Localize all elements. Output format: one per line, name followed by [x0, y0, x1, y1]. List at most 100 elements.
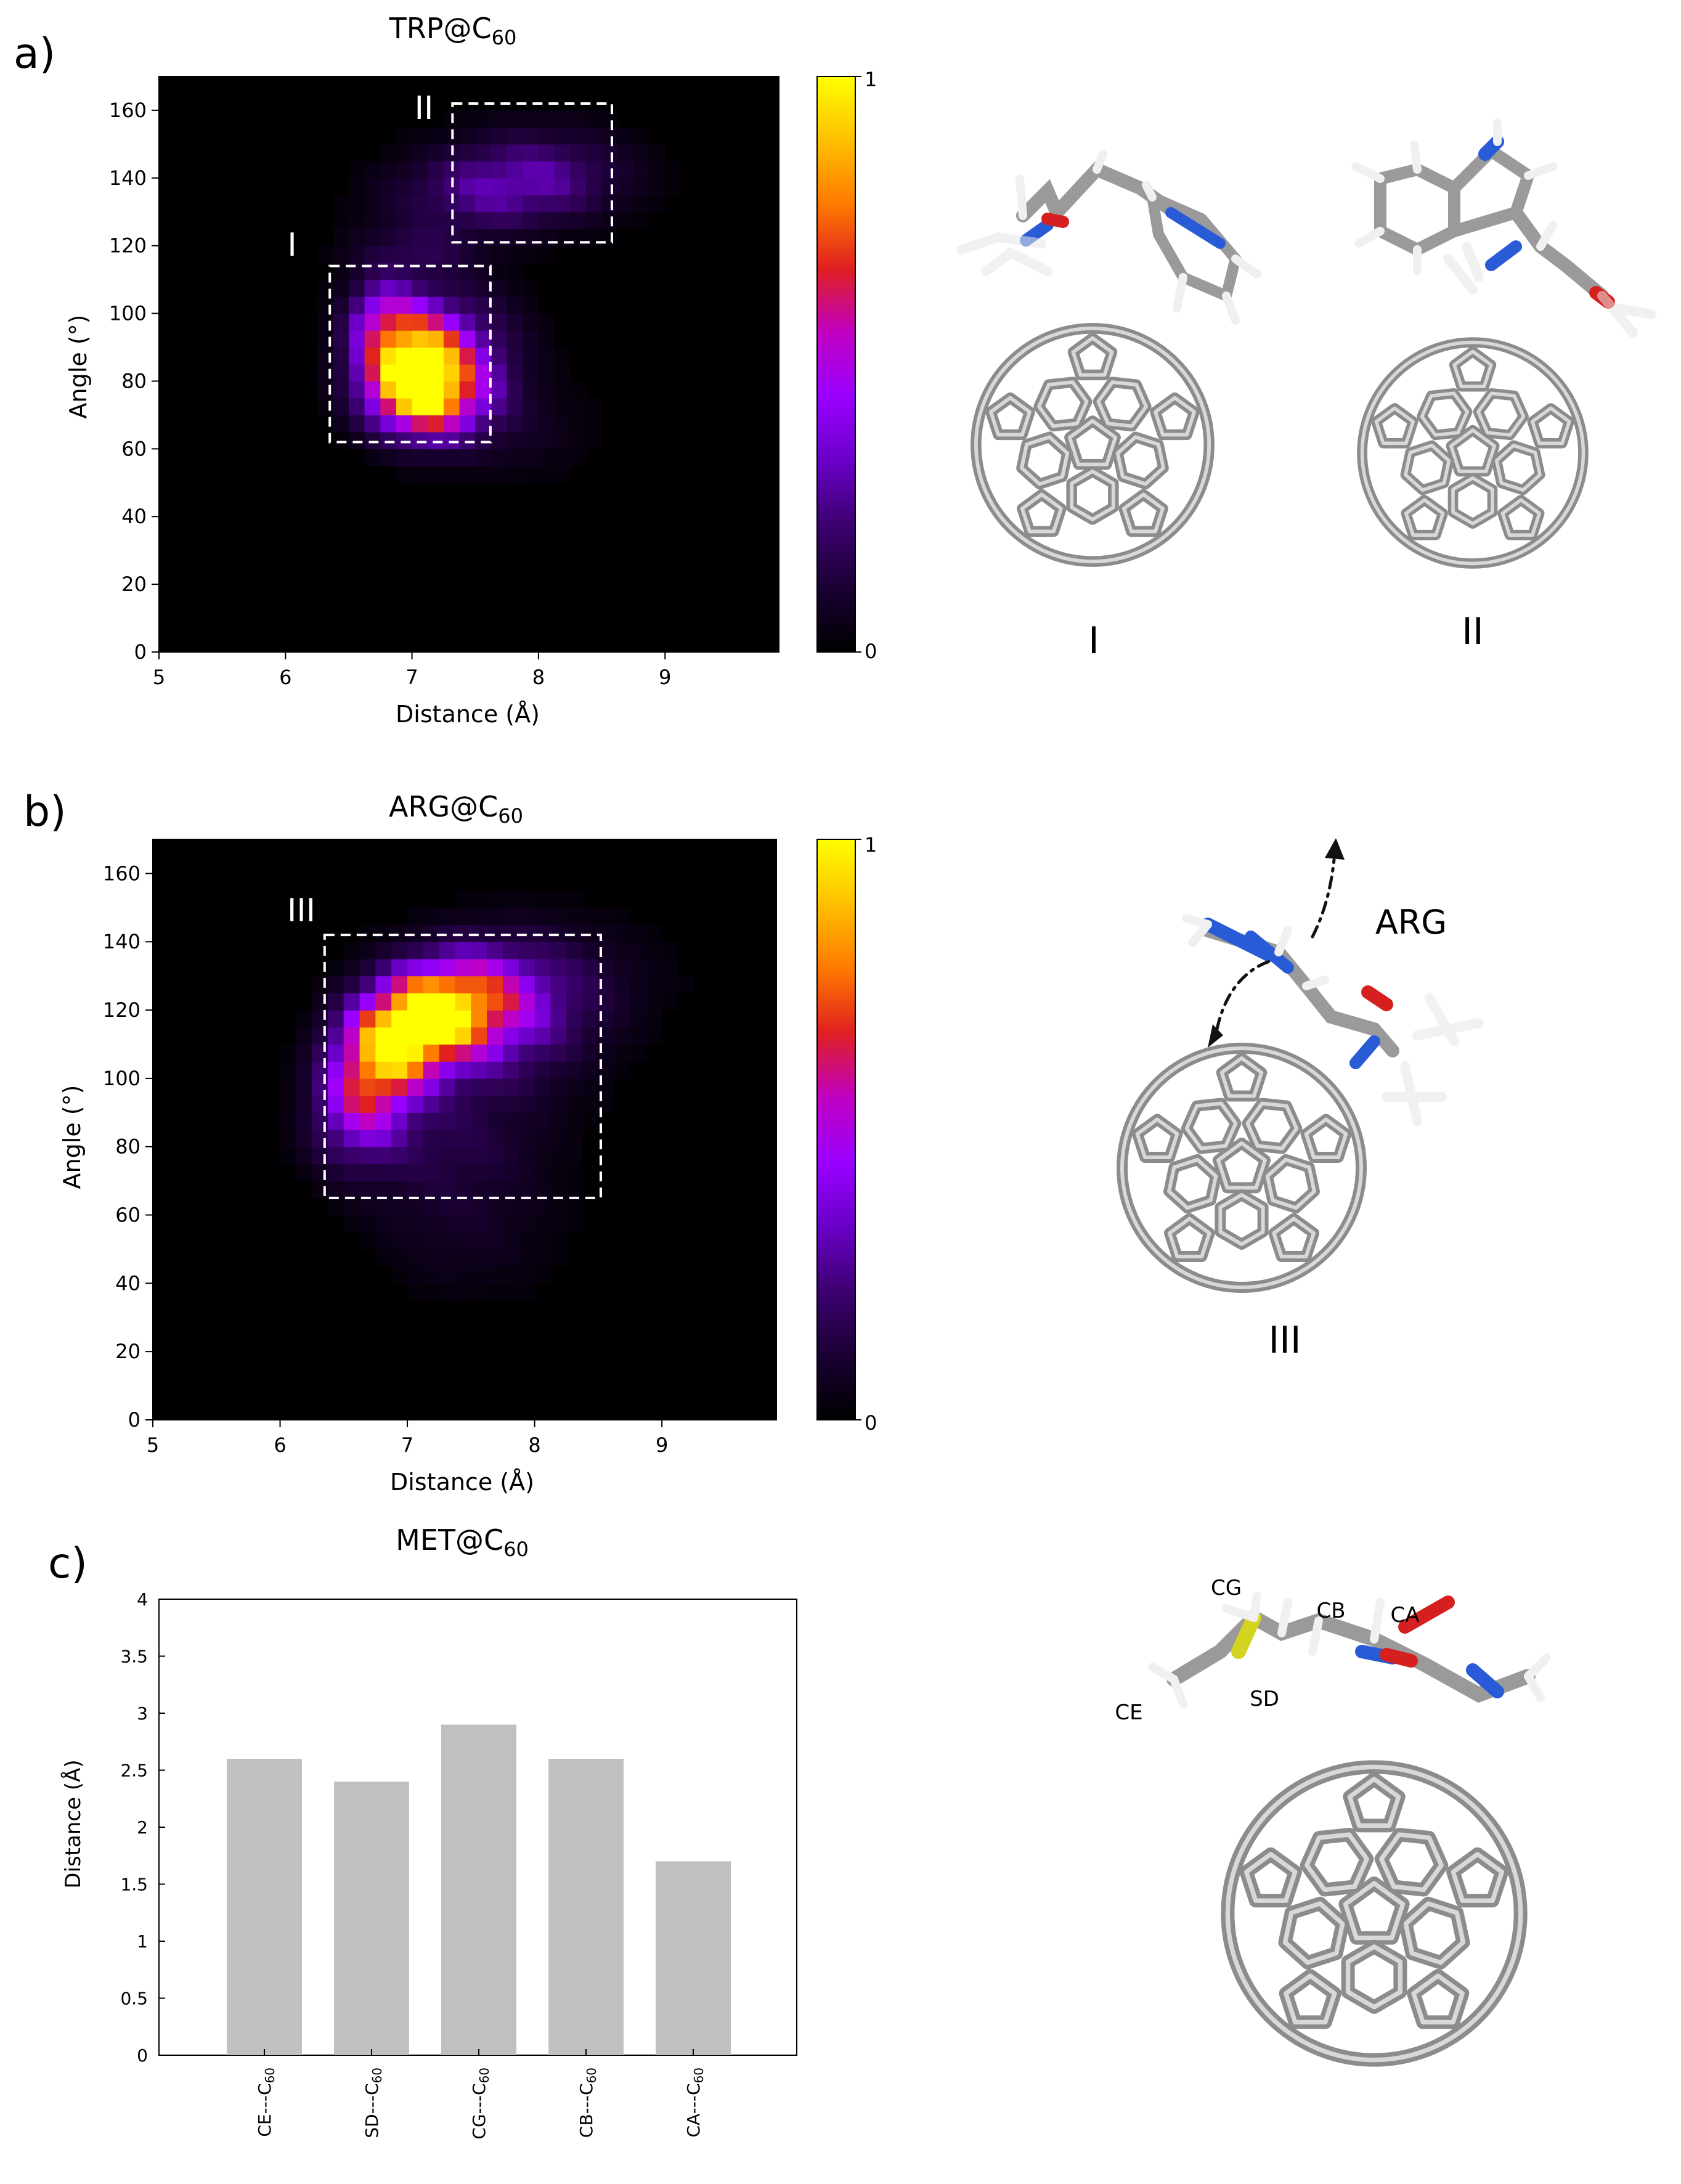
heatmap-b-cell — [359, 1078, 376, 1096]
heatmap-b-cell — [328, 1163, 344, 1181]
heatmap-b-cell — [503, 1215, 519, 1233]
heatmap-a-cell — [349, 415, 365, 433]
heatmap-a-cell — [475, 330, 492, 348]
heatmap-a-cell — [601, 144, 618, 161]
heatmap-a-cell — [523, 449, 539, 467]
heatmap-b-cell — [375, 1215, 392, 1233]
heatmap-b-cell — [439, 958, 456, 977]
heatmap-b-ytick-label: 120 — [103, 998, 140, 1022]
heatmap-a-cell — [507, 415, 523, 433]
heatmap-a-cell — [475, 144, 492, 161]
heatmap-b-cell — [566, 1197, 583, 1216]
heatmap-b-cell — [550, 1095, 567, 1113]
heatmap-a-cell — [333, 313, 349, 331]
barchart-c-ytick-label: 2.5 — [120, 1761, 148, 1781]
heatmap-b-cell — [296, 1061, 312, 1079]
heatmap-b-cell — [391, 1197, 408, 1216]
heatmap-a-cell — [490, 296, 508, 314]
heatmap-b-cell — [550, 976, 567, 993]
heatmap-b-cell — [471, 1163, 487, 1181]
heatmap-b-cell — [296, 1130, 312, 1147]
heatmap-a-cell — [490, 330, 508, 348]
heatmap-a-cell — [349, 347, 365, 365]
heatmap-b-ytick-label: 80 — [115, 1135, 140, 1159]
heatmap-a-cell — [396, 313, 413, 331]
heatmap-a-cell — [428, 364, 444, 382]
heatmap-b-cell — [455, 1232, 471, 1250]
heatmap-b-cell — [391, 1112, 408, 1130]
heatmap-b-cell — [328, 976, 344, 993]
heatmap-b-cell — [487, 958, 503, 977]
heatmap-a-cell — [507, 144, 523, 161]
heatmap-b-cell — [614, 1010, 631, 1028]
heatmap-a-cell — [380, 279, 397, 297]
heatmap-b-cell — [550, 1232, 567, 1250]
heatmap-b-cell — [662, 958, 678, 977]
heatmap-a-cell — [538, 330, 555, 348]
heatmap-a-cell — [538, 465, 555, 483]
barchart-c-ytick-label: 1 — [137, 1931, 148, 1952]
heatmap-a-cell — [585, 110, 603, 128]
heatmap-b-cell — [439, 1266, 456, 1284]
heatmap-b-cell — [471, 1197, 487, 1216]
heatmap-b-cell — [534, 1249, 551, 1267]
heatmap-b-cell — [359, 976, 376, 993]
heatmap-b-cell — [534, 1232, 551, 1250]
heatmap-b-cell — [375, 1163, 392, 1181]
heatmap-b-cell — [534, 1146, 551, 1164]
heatmap-b-cell — [630, 1044, 646, 1062]
heatmap-a-cell — [396, 279, 413, 297]
heatmap-b-cell — [534, 1044, 551, 1062]
heatmap-b-cell — [503, 1130, 519, 1147]
heatmap-b-cell — [614, 924, 631, 942]
heatmap-b-cell — [439, 1181, 456, 1199]
heatmap-a-cell — [570, 415, 587, 433]
heatmap-b-cell — [487, 890, 503, 908]
heatmap-b-cell — [518, 1163, 535, 1181]
heatmap-b-cell — [487, 942, 503, 960]
heatmap-b-xtick-label: 8 — [528, 1433, 540, 1457]
heatmap-b-cell — [534, 1130, 551, 1147]
heatmap-a-cell — [459, 279, 476, 297]
heatmap-a-cell — [333, 195, 349, 213]
heatmap-b-cell — [375, 1010, 392, 1028]
heatmap-b-cell — [407, 1095, 424, 1113]
heatmap-b-cell — [328, 1027, 344, 1045]
heatmap-b-cell — [471, 924, 487, 942]
heatmap-a-cell — [459, 245, 476, 263]
heatmap-a-cell — [428, 161, 444, 179]
heatmap-b-cell — [471, 1078, 487, 1096]
heatmap-a-xtick-label: 9 — [659, 666, 671, 689]
heatmap-a-cell — [523, 177, 539, 195]
heatmap-a-cell — [538, 195, 555, 213]
heatmap-b-cell — [534, 890, 551, 908]
heatmap-b-cell — [503, 1232, 519, 1250]
heatmap-a-cell — [538, 245, 555, 263]
panel-b-label: b) — [23, 788, 67, 836]
heatmap-b-cell — [343, 942, 360, 960]
heatmap-b-cell — [550, 1146, 567, 1164]
heatmap-b-cell — [359, 942, 376, 960]
heatmap-b-cell — [391, 1266, 408, 1284]
heatmap-a-cell — [349, 296, 365, 314]
heatmap-a-cell — [396, 364, 413, 382]
heatmap-b-cell — [439, 1283, 456, 1301]
heatmap-b-cell — [391, 1181, 408, 1199]
heatmap-b-cell — [646, 1010, 662, 1028]
heatmap-a-cell — [396, 144, 413, 161]
heatmap-a-cell — [585, 211, 603, 229]
heatmap-b-cell — [359, 1197, 376, 1216]
heatmap-a-cell — [507, 263, 523, 280]
heatmap-b-ytick-label: 140 — [103, 930, 140, 953]
heatmap-a-cell — [475, 211, 492, 229]
heatmap-b-cell — [550, 1181, 567, 1199]
heatmap-a-cell — [538, 347, 555, 365]
heatmap-a-cell — [412, 211, 428, 229]
heatmap-b-cell — [455, 1078, 471, 1096]
heatmap-a-cell — [364, 211, 381, 229]
heatmap-a-cell — [443, 347, 460, 365]
heatmap-b-cell — [471, 907, 487, 926]
heatmap-b-cell — [280, 1061, 296, 1079]
heatmap-b-cell — [518, 1197, 535, 1216]
